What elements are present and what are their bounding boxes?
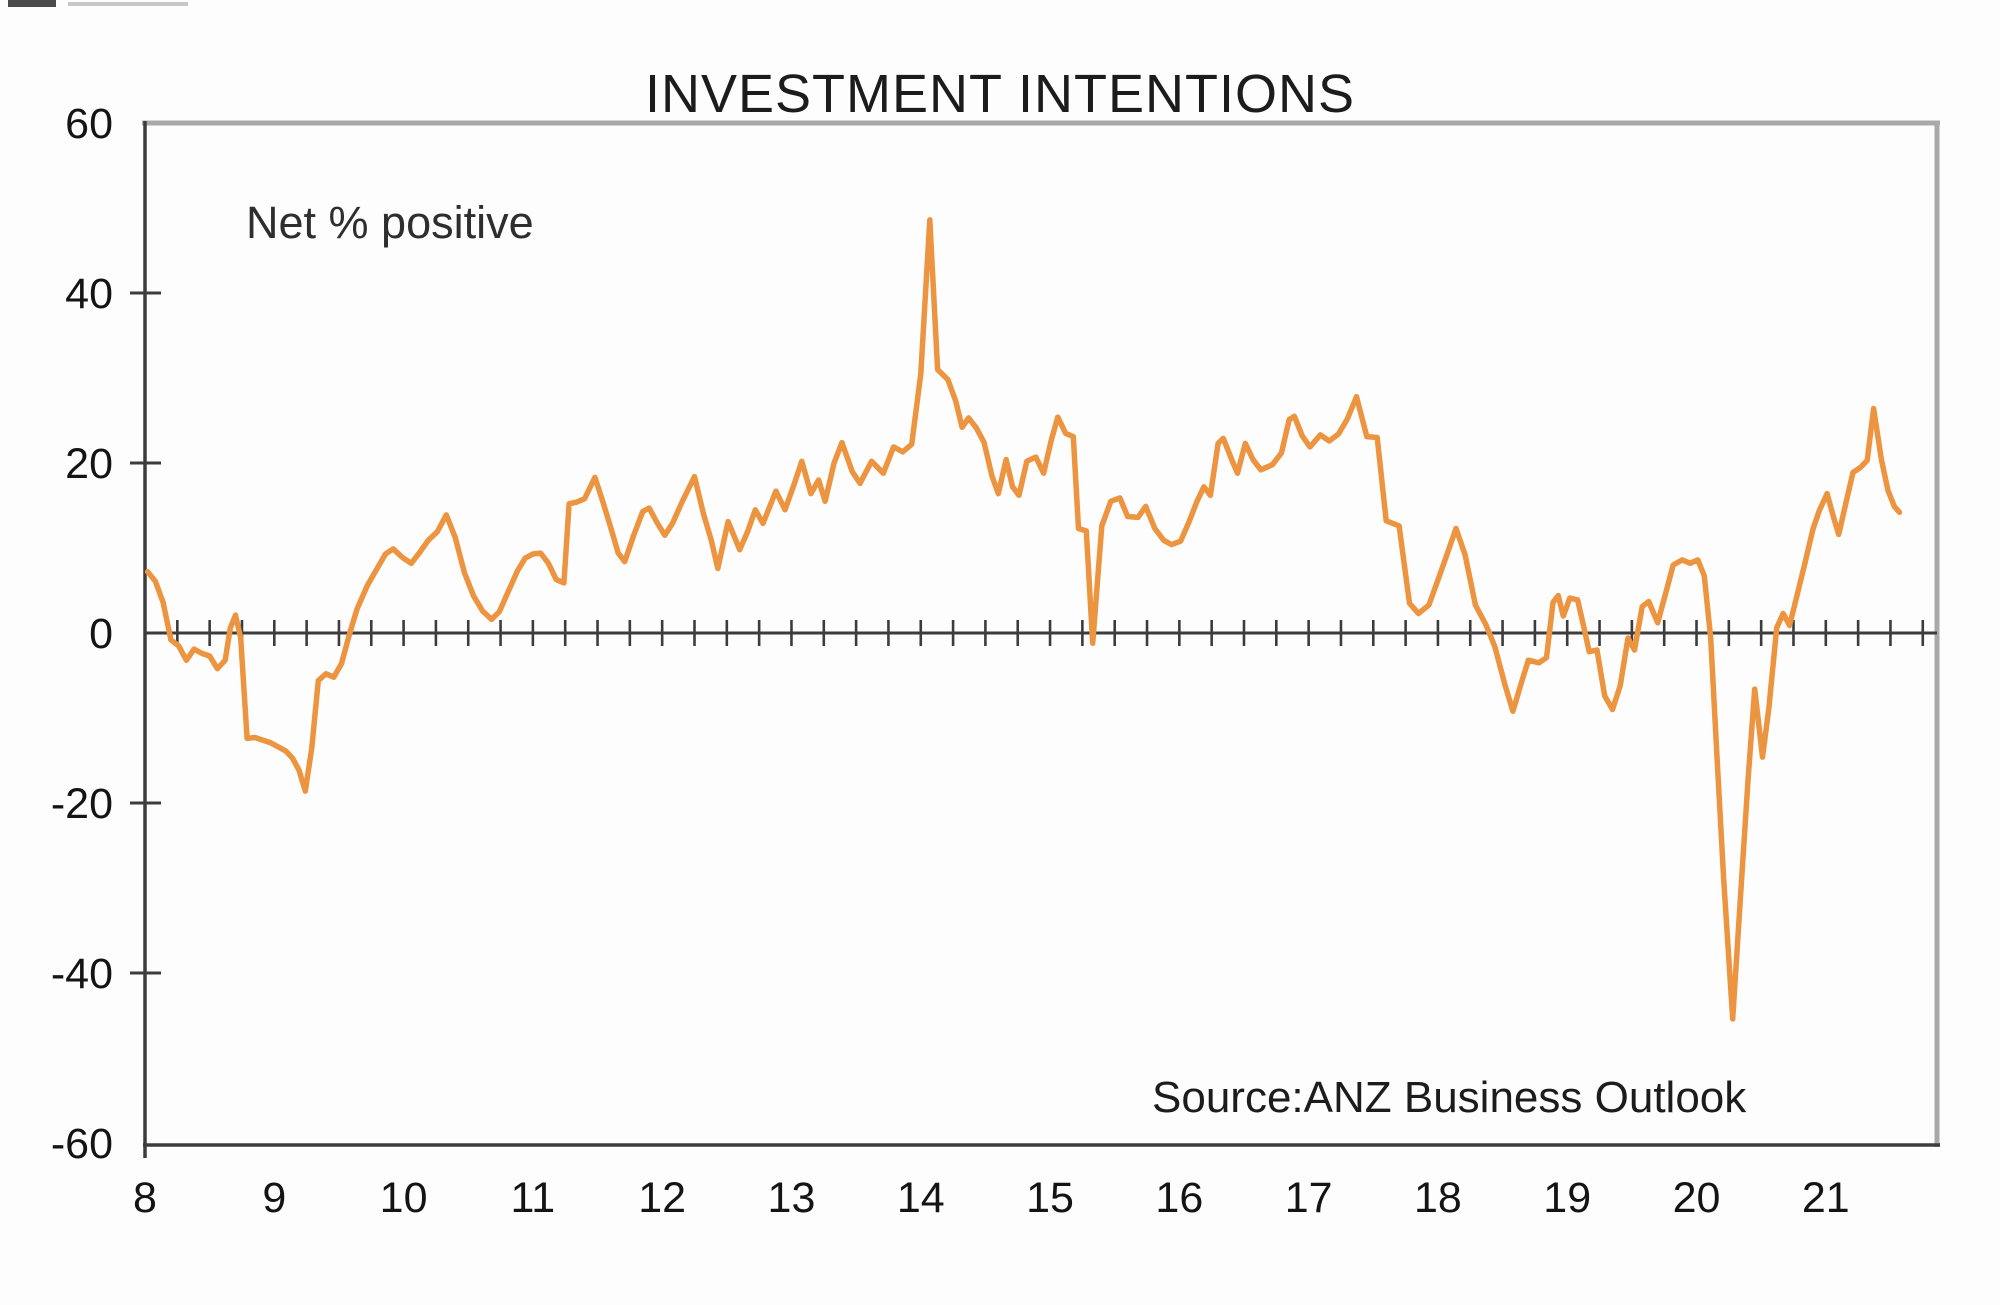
y-tick-label: -20 xyxy=(51,780,113,828)
x-tick-label: 14 xyxy=(897,1174,945,1222)
x-tick-label: 16 xyxy=(1155,1174,1203,1222)
x-tick-label: 8 xyxy=(133,1174,157,1222)
x-tick-label: 13 xyxy=(768,1174,816,1222)
chart-title: INVESTMENT INTENTIONS xyxy=(645,64,1355,124)
x-tick-label: 20 xyxy=(1673,1174,1721,1222)
x-tick-label: 17 xyxy=(1285,1174,1333,1222)
x-tick-label: 18 xyxy=(1414,1174,1462,1222)
y-tick-label: 60 xyxy=(65,100,113,148)
x-tick-label: 9 xyxy=(262,1174,286,1222)
x-tick-label: 11 xyxy=(511,1174,556,1222)
source-label: Source:ANZ Business Outlook xyxy=(1152,1073,1747,1122)
x-tick-label: 19 xyxy=(1543,1174,1591,1222)
y-tick-label: 0 xyxy=(89,610,113,658)
screenshot-artifact-dark xyxy=(8,0,56,7)
y-tick-label: -40 xyxy=(51,950,113,998)
x-tick-label: 12 xyxy=(638,1174,686,1222)
y-tick-label: 40 xyxy=(65,270,113,318)
screenshot-artifact-light xyxy=(68,2,188,6)
net-percent-positive-annotation: Net % positive xyxy=(246,197,534,248)
y-tick-label: -60 xyxy=(51,1120,113,1168)
zero-line-quarter-ticks xyxy=(143,620,1925,646)
x-tick-label: 21 xyxy=(1802,1174,1850,1222)
x-axis-tick-labels: 8 9 10 11 12 13 14 15 16 17 18 19 20 21 xyxy=(133,1174,1850,1222)
y-axis-tick-labels: 60 40 20 0 -20 -40 -60 xyxy=(51,100,113,1168)
y-axis-ticks xyxy=(130,291,161,975)
x-tick-label: 10 xyxy=(380,1174,428,1222)
data-line-investment-intentions xyxy=(144,217,1903,1022)
y-tick-label: 20 xyxy=(65,440,113,488)
x-tick-label: 15 xyxy=(1026,1174,1074,1222)
